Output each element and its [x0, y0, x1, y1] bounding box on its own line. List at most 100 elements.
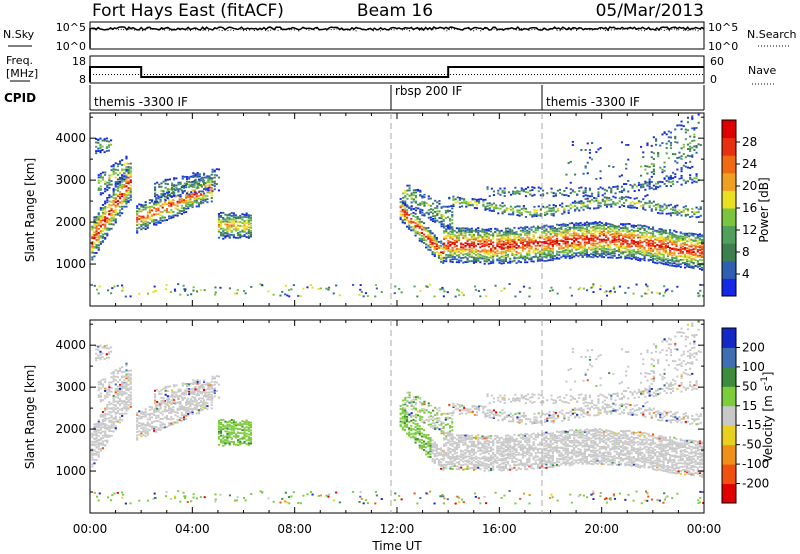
power-cell [166, 194, 169, 197]
power-cell [655, 203, 658, 206]
power-cell [689, 142, 692, 145]
power-cell [512, 213, 515, 216]
power-cell [547, 239, 550, 242]
velocity-cell [97, 383, 100, 386]
power-cell [105, 137, 108, 140]
power-cell [677, 259, 680, 262]
power-cell [129, 187, 132, 190]
velocity-cell [174, 403, 177, 405]
velocity-cell [215, 390, 218, 392]
power-cell [185, 183, 189, 185]
velocity-cell [119, 378, 122, 381]
power-cell [641, 258, 644, 261]
power-cell [543, 238, 546, 241]
colorbar-swatch [722, 172, 736, 191]
power-cell [698, 245, 702, 247]
power-cell [410, 212, 413, 215]
power-cell [213, 180, 216, 183]
power-cell [110, 223, 113, 226]
power-cell [558, 244, 561, 247]
power-cell [664, 238, 667, 241]
power-cell [679, 263, 682, 266]
power-cell [650, 151, 653, 154]
power-cell [660, 246, 663, 249]
power-cell [560, 234, 563, 237]
power-cell [435, 248, 438, 250]
power-cell [537, 214, 540, 217]
power-cell [646, 292, 649, 295]
power-cell [468, 243, 471, 245]
power-cell [588, 223, 591, 226]
power-cell [646, 172, 649, 175]
power-cell [447, 245, 450, 248]
power-cell [245, 216, 248, 219]
power-cell [121, 284, 124, 287]
power-cell [575, 226, 578, 229]
power-cell [596, 250, 599, 253]
power-cell [580, 206, 583, 209]
power-cell [696, 260, 699, 262]
velocity-cell [119, 399, 122, 402]
power-cell [183, 175, 186, 178]
power-cell [116, 165, 120, 168]
power-cell [627, 196, 630, 199]
power-cell [406, 205, 409, 207]
power-cell [408, 226, 411, 229]
power-cell [630, 239, 633, 242]
power-cell [180, 213, 183, 215]
power-cell [686, 213, 690, 216]
power-cell [564, 256, 567, 259]
velocity-cell [104, 432, 107, 435]
power-cell [658, 233, 661, 236]
power-cell [239, 236, 242, 239]
power-cell [114, 204, 117, 207]
power-cell [136, 212, 139, 215]
power-cell [566, 230, 569, 233]
power-cell [635, 197, 638, 200]
power-cell [429, 232, 432, 235]
power-cell [226, 227, 229, 230]
power-cell [560, 256, 563, 259]
power-cell [639, 224, 642, 227]
velocity-cell [99, 414, 102, 416]
power-cell [414, 206, 418, 209]
power-cell [230, 221, 233, 224]
power-cell [512, 210, 515, 213]
power-cell [410, 229, 413, 232]
power-cell [161, 216, 164, 219]
power-cell [157, 213, 160, 215]
power-cell [123, 175, 126, 178]
velocity-cell [176, 421, 179, 424]
velocity-cell [97, 354, 100, 357]
power-cell [207, 187, 210, 190]
power-cell [640, 174, 643, 177]
power-cell [586, 204, 589, 207]
power-cell [674, 135, 677, 138]
velocity-cell [121, 412, 124, 415]
power-cell [626, 242, 629, 245]
power-cell [627, 206, 630, 209]
power-cell [586, 142, 589, 145]
power-cell [585, 238, 589, 241]
power-cell [433, 253, 436, 256]
power-cell [155, 221, 158, 224]
power-cell [138, 223, 141, 226]
power-cell [483, 237, 486, 240]
power-cell [599, 285, 602, 287]
power-cell [669, 212, 673, 215]
power-cell [684, 243, 687, 246]
power-cell [110, 165, 113, 168]
power-cell [599, 177, 602, 180]
power-cell [563, 209, 566, 211]
velocity-cell [160, 400, 163, 402]
power-cell [686, 166, 690, 169]
power-cell [507, 230, 510, 233]
power-cell [473, 200, 476, 203]
power-cell [112, 223, 115, 226]
power-cell [433, 247, 436, 250]
power-cell [500, 255, 503, 258]
power-cell [97, 235, 100, 238]
power-cell [630, 237, 633, 240]
power-cell [590, 286, 593, 289]
power-cell [451, 215, 454, 218]
